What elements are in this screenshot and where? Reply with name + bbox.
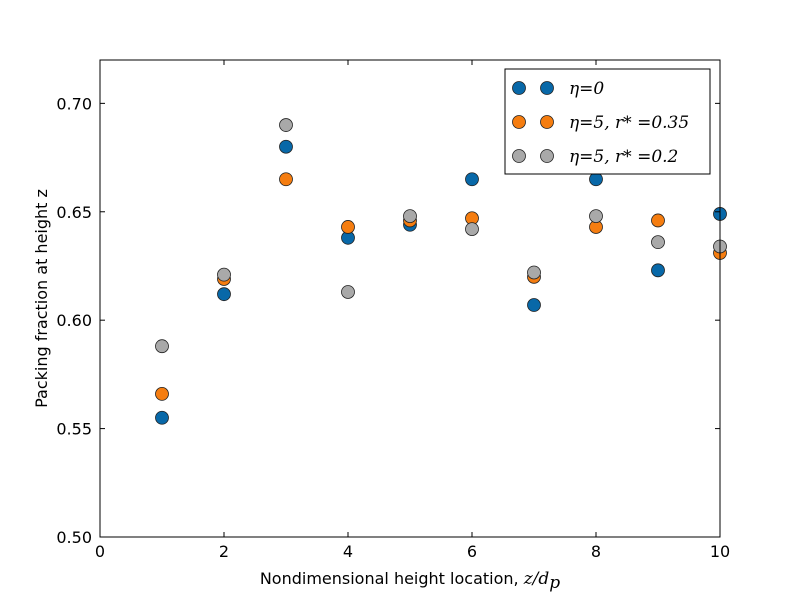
data-point (279, 139, 293, 154)
data-point (589, 209, 603, 224)
series-2 (155, 172, 727, 401)
x-tick-label: 8 (591, 542, 601, 561)
tick-labels: 0 2 4 6 8 10 0.50 0.55 0.60 0.65 0.70 (56, 94, 730, 561)
data-point (217, 267, 231, 282)
legend-label: η=0 (569, 79, 604, 99)
data-point (341, 285, 355, 299)
legend-marker (512, 149, 526, 163)
x-tick-label: 0 (95, 542, 105, 561)
y-axis-label: Packing fraction at height z (32, 189, 51, 408)
data-point (651, 213, 665, 228)
data-point (589, 172, 603, 187)
plot-frame (99, 59, 721, 538)
legend-marker (512, 81, 526, 95)
x-tick-label: 4 (343, 542, 353, 561)
data-point (279, 172, 293, 187)
data-point (155, 339, 169, 354)
y-tick-label: 0.55 (56, 420, 92, 439)
data-point (403, 209, 417, 224)
data-point (217, 287, 231, 302)
data-point (155, 410, 169, 425)
legend-marker (512, 115, 526, 129)
series-3 (155, 118, 727, 354)
data-point (527, 265, 541, 280)
x-tick-label: 2 (219, 542, 229, 561)
data-point (279, 118, 293, 132)
x-axis-label-math: z/d (523, 569, 550, 589)
data-point (341, 220, 355, 234)
data-point (465, 222, 479, 237)
x-tick-label: 10 (710, 542, 730, 561)
series-1 (155, 139, 727, 425)
y-tick-label: 0.50 (56, 528, 92, 547)
legend-box (504, 68, 711, 175)
data-point (651, 235, 665, 250)
legend-marker (540, 81, 554, 95)
y-tick-label: 0.70 (56, 94, 92, 113)
y-tick-label: 0.60 (56, 311, 92, 330)
legend-label: η=5, r* =0.2 (569, 147, 678, 167)
x-axis-label-text: Nondimensional height location, (260, 569, 524, 588)
data-point (155, 386, 169, 401)
legend-label: η=5, r* =0.35 (569, 113, 689, 133)
data-point (651, 263, 665, 278)
legend: η=0 η=5, r* =0.35 η=5, r* =0.2 (504, 68, 711, 175)
x-axis-label-math-sub: p (549, 573, 560, 593)
legend-marker (540, 149, 554, 163)
y-tick-label: 0.65 (56, 203, 92, 222)
legend-marker (540, 115, 554, 129)
data-points (155, 118, 727, 425)
x-axis-label: Nondimensional height location, z/dp (260, 569, 560, 593)
data-point (465, 172, 479, 187)
x-tick-label: 6 (467, 542, 477, 561)
data-point (527, 298, 541, 312)
